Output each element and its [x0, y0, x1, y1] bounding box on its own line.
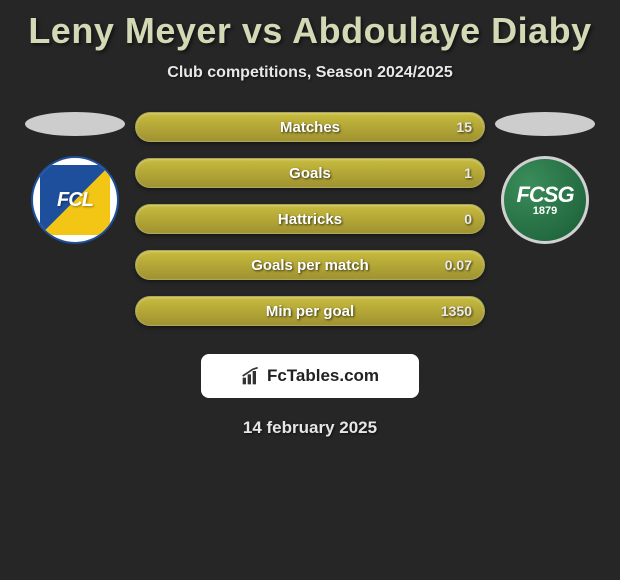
right-club-badge: FCSG 1879	[501, 156, 589, 244]
stat-bar-matches: Matches 15	[135, 112, 485, 142]
right-side: FCSG 1879	[495, 112, 595, 244]
stat-label: Goals per match	[136, 257, 484, 274]
stat-value: 0.07	[445, 257, 472, 273]
comparison-row: FCL Matches 15 Goals 1 Hattricks 0 Goals	[0, 112, 620, 326]
chart-bars-icon	[241, 366, 261, 386]
left-club-code: FCL	[40, 165, 110, 235]
right-club-year: 1879	[516, 206, 573, 217]
page-title: Leny Meyer vs Abdoulaye Diaby	[0, 10, 620, 52]
stats-column: Matches 15 Goals 1 Hattricks 0 Goals per…	[135, 112, 485, 326]
stat-bar-gpm: Goals per match 0.07	[135, 250, 485, 280]
brand-box: FcTables.com	[201, 354, 419, 398]
brand-text: FcTables.com	[267, 366, 379, 386]
right-club-inner: FCSG 1879	[516, 184, 573, 217]
left-club-badge: FCL	[31, 156, 119, 244]
stat-label: Hattricks	[136, 211, 484, 228]
left-player-placeholder	[25, 112, 125, 136]
stat-value: 0	[464, 211, 472, 227]
infographic-container: Leny Meyer vs Abdoulaye Diaby Club compe…	[0, 0, 620, 448]
stat-value: 1350	[441, 303, 472, 319]
page-subtitle: Club competitions, Season 2024/2025	[0, 64, 620, 82]
right-player-placeholder	[495, 112, 595, 136]
left-side: FCL	[25, 112, 125, 244]
date-line: 14 february 2025	[0, 418, 620, 438]
stat-label: Goals	[136, 165, 484, 182]
stat-value: 1	[464, 165, 472, 181]
stat-bar-goals: Goals 1	[135, 158, 485, 188]
stat-bar-mpg: Min per goal 1350	[135, 296, 485, 326]
stat-label: Min per goal	[136, 303, 484, 320]
stat-label: Matches	[136, 119, 484, 136]
stat-bar-hattricks: Hattricks 0	[135, 204, 485, 234]
right-club-code: FCSG	[516, 184, 573, 206]
stat-value: 15	[456, 119, 472, 135]
